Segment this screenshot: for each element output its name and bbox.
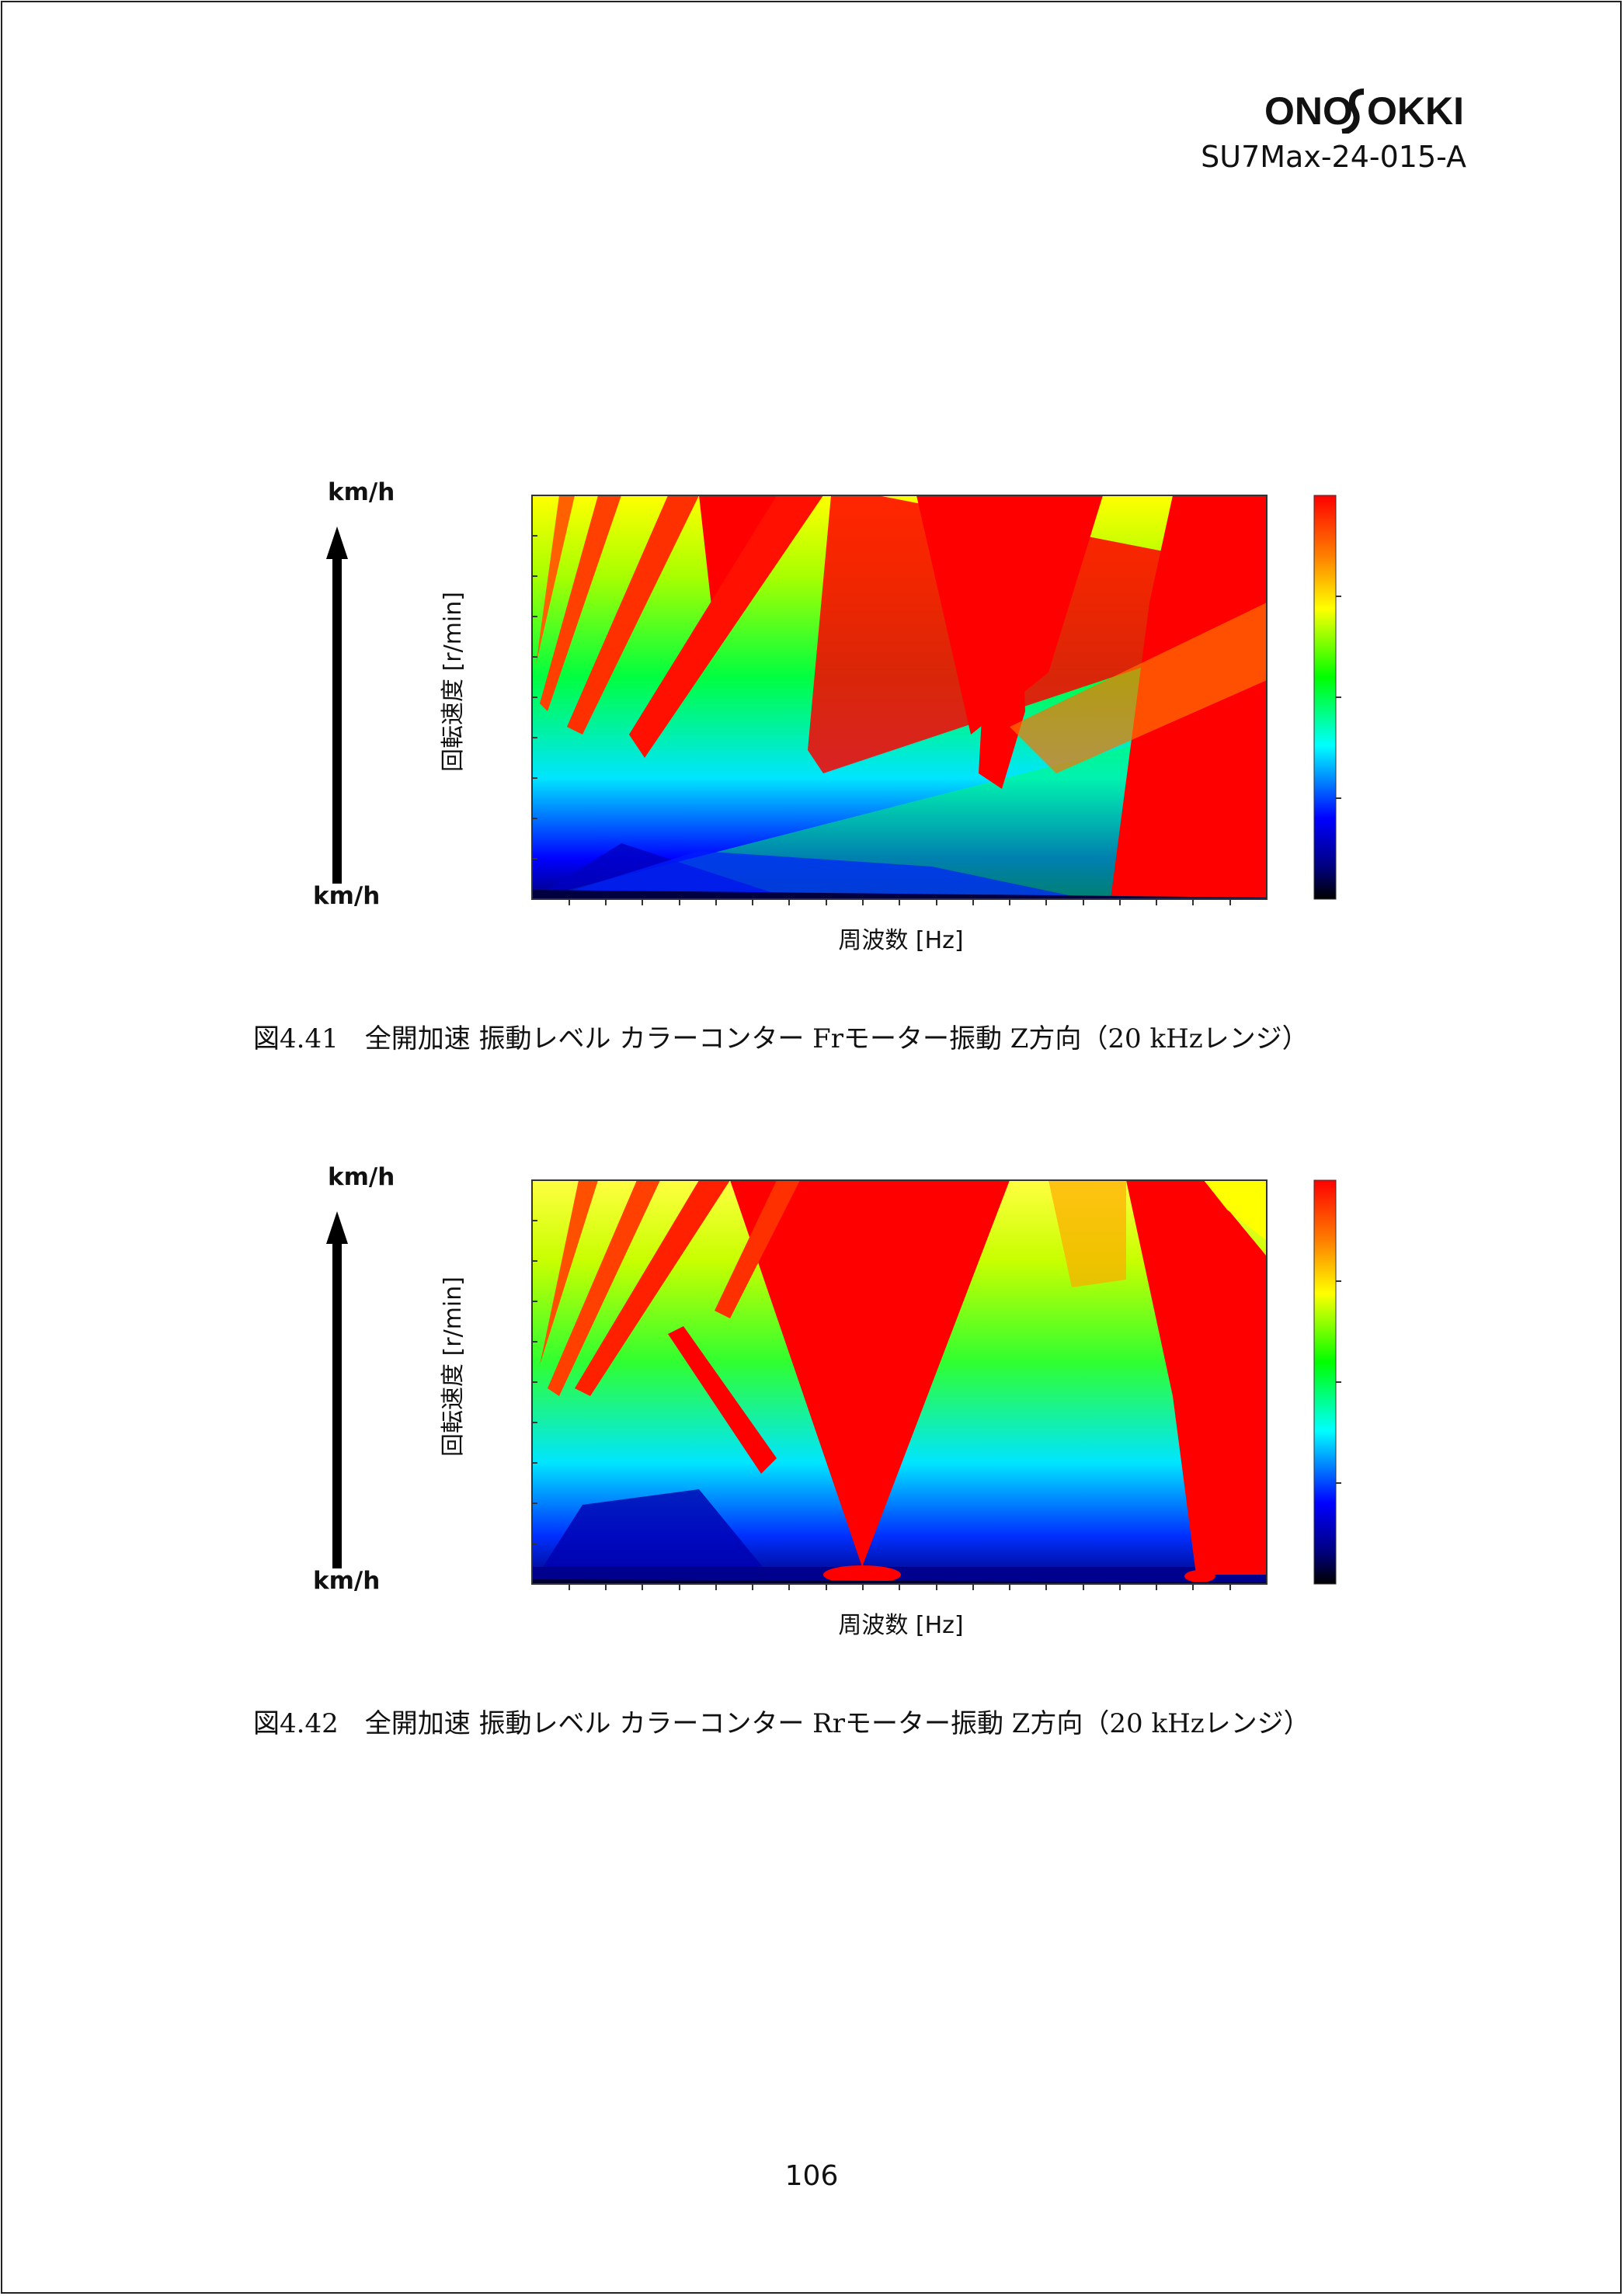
x-axis-label: 周波数 [Hz]: [838, 1612, 964, 1639]
speed-up-arrow-icon: [326, 526, 348, 884]
svg-text:OKKI: OKKI: [1367, 89, 1464, 133]
ono-sokki-logo: ONO OKKI: [1264, 89, 1464, 134]
speed-bottom-label: km/h: [313, 1567, 381, 1595]
speed-bottom-label: km/h: [313, 882, 381, 910]
colorbar-1: [1313, 495, 1341, 900]
figure-1-caption: 図4.41 全開加速 振動レベル カラーコンター Frモーター振動 Z方向（20…: [253, 1023, 1309, 1054]
contour-plot-1: [531, 495, 1341, 905]
page-number: 106: [784, 2160, 839, 2192]
speed-up-arrow-icon: [326, 1211, 348, 1568]
document-id: SU7Max-24-015-A: [1201, 140, 1466, 174]
speed-top-label: km/h: [328, 478, 395, 506]
figure-2-caption: 図4.42 全開加速 振動レベル カラーコンター Rrモーター振動 Z方向（20…: [253, 1708, 1310, 1739]
figure-1: km/h km/h 回転速度 [r/min]: [233, 478, 1398, 983]
contour-plot-2: [531, 1179, 1341, 1590]
colorbar-2: [1313, 1179, 1341, 1585]
x-axis-label: 周波数 [Hz]: [838, 927, 964, 954]
figure-2: km/h km/h 回転速度 [r/min]: [233, 1163, 1398, 1668]
svg-text:ONO: ONO: [1264, 89, 1353, 133]
speed-top-label: km/h: [328, 1163, 395, 1191]
